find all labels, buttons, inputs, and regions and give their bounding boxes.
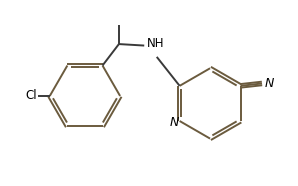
Text: N: N bbox=[264, 77, 274, 90]
Text: N: N bbox=[170, 116, 179, 129]
Text: NH: NH bbox=[147, 37, 164, 50]
Text: Cl: Cl bbox=[25, 89, 37, 102]
